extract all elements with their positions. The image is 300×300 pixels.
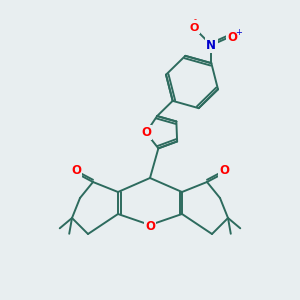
Text: O: O [141,126,151,139]
Text: O: O [71,164,81,178]
Text: -: - [194,15,197,24]
Text: O: O [145,220,155,232]
Text: O: O [219,164,229,178]
Text: O: O [227,31,237,44]
Text: O: O [190,23,199,33]
Text: +: + [235,28,242,37]
Text: N: N [206,39,216,52]
